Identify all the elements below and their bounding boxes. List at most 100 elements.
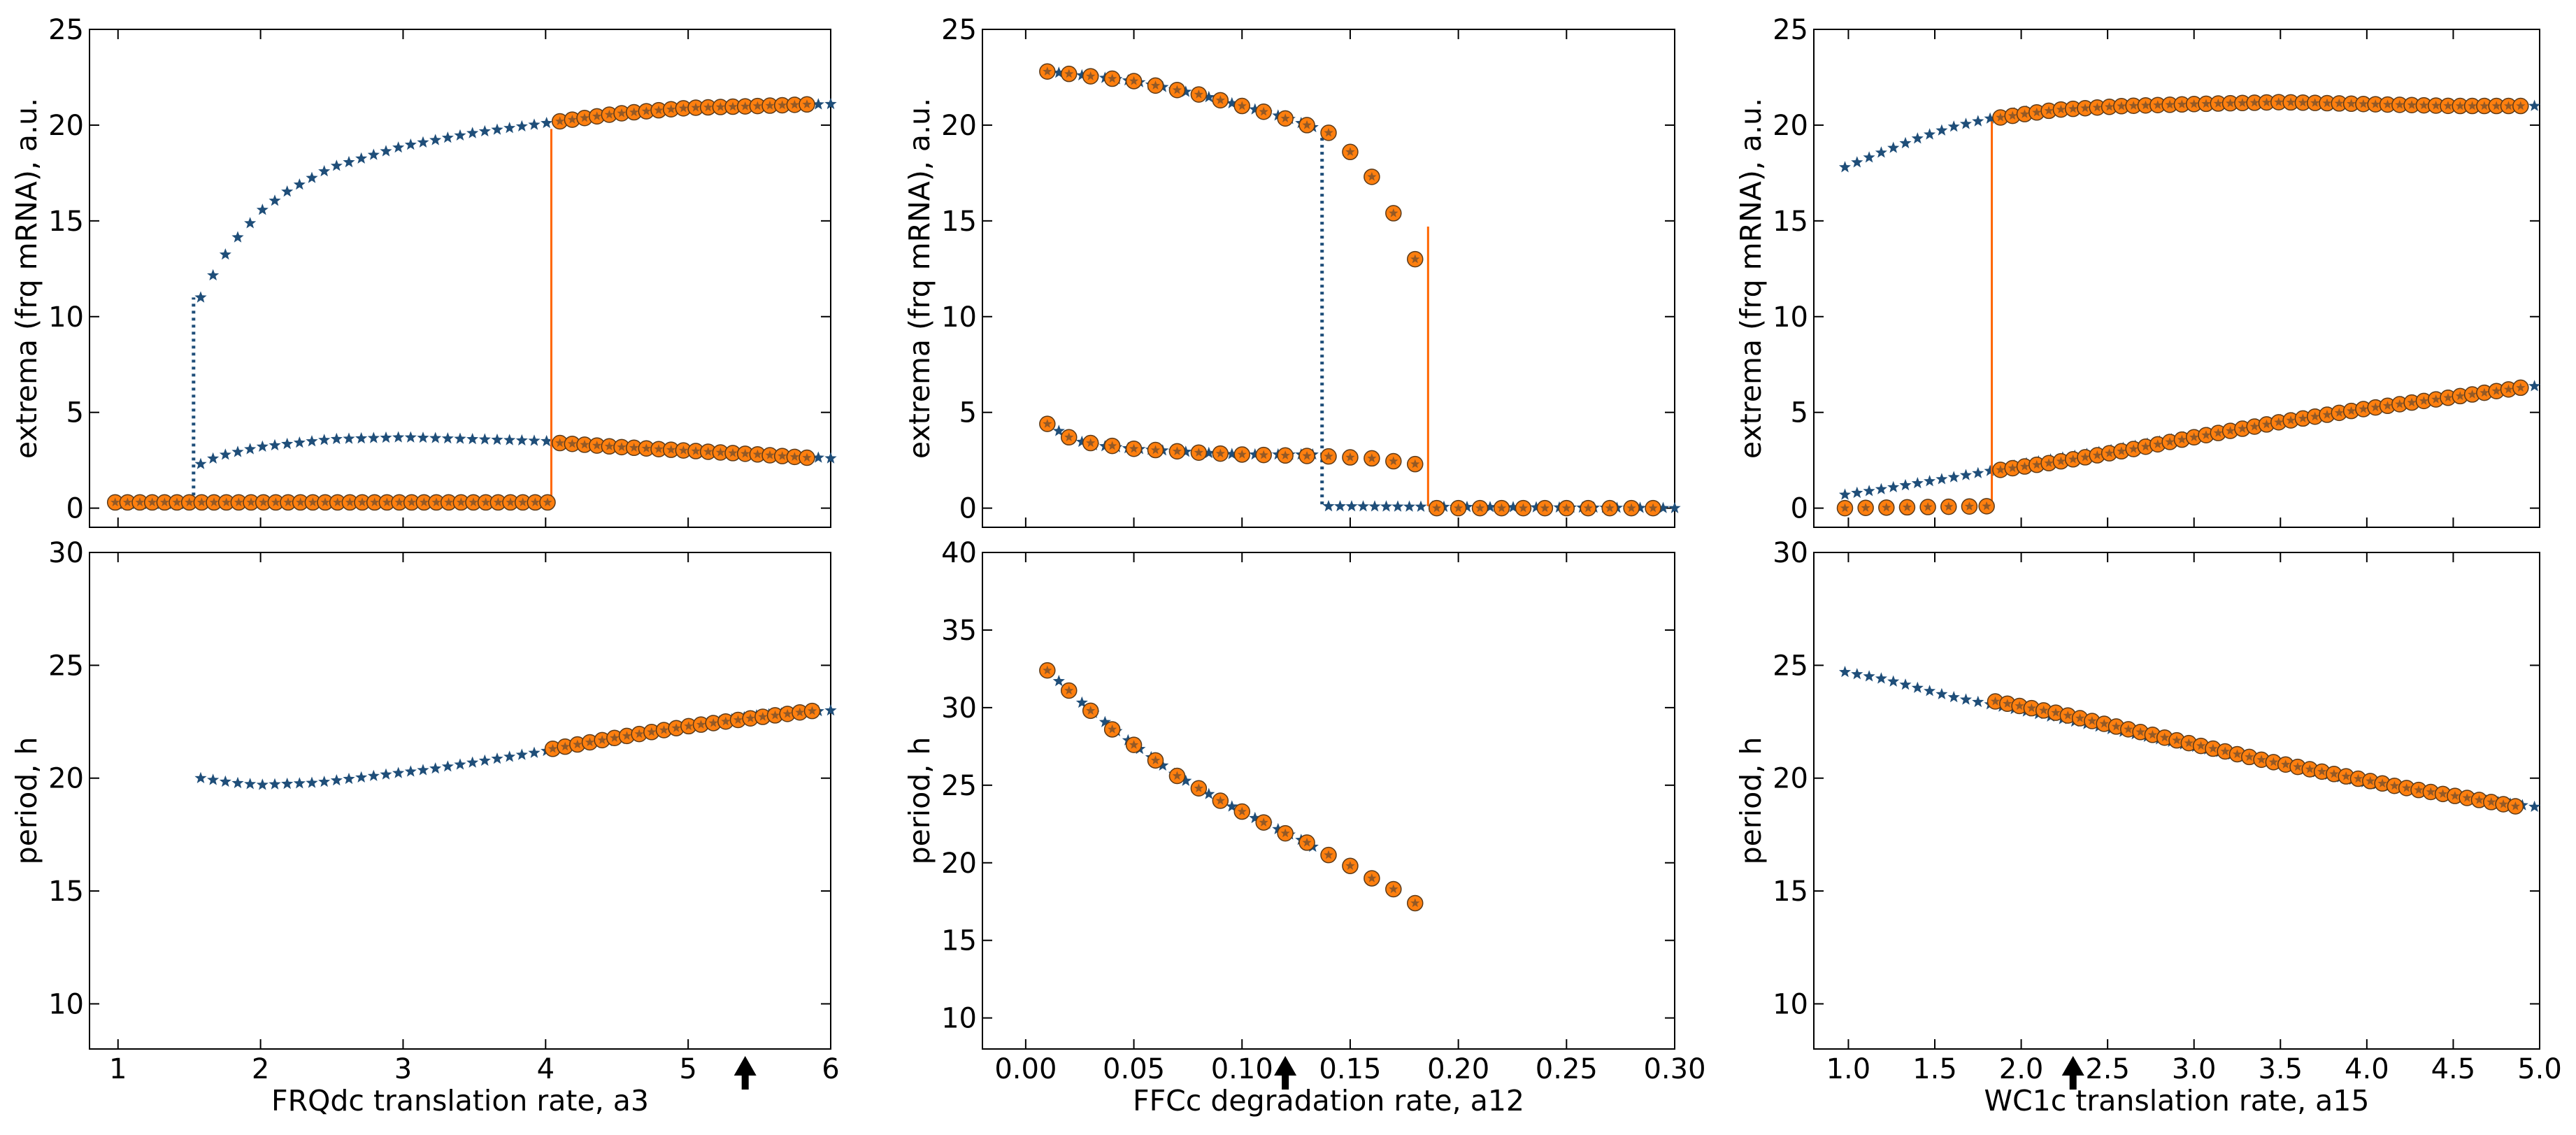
star-point xyxy=(824,704,837,716)
star-point xyxy=(1389,456,1398,466)
star-point xyxy=(1357,500,1370,512)
star-point xyxy=(148,497,157,507)
star-point xyxy=(555,438,565,448)
star-point xyxy=(1496,503,1507,513)
default-value-arrow-icon xyxy=(2061,1056,2084,1090)
x-tick-label: 4.5 xyxy=(2431,1053,2476,1085)
star-point xyxy=(2068,454,2078,464)
subplot-bottom: 10 15 20 25 30 1 2 3 4 5 6 period, h xyxy=(10,537,840,1085)
star-point xyxy=(1605,503,1615,513)
star-point xyxy=(2128,444,2138,453)
star-point xyxy=(1838,161,1851,173)
star-point xyxy=(2503,101,2514,110)
star-point xyxy=(1075,69,1088,80)
star-point xyxy=(2347,99,2356,108)
star-point xyxy=(1172,446,1182,455)
star-point xyxy=(2201,99,2211,108)
star-point xyxy=(1924,685,1936,697)
star-point xyxy=(1249,103,1261,115)
star-point xyxy=(503,122,516,134)
star-point xyxy=(515,748,528,760)
star-point xyxy=(1215,95,1225,104)
star-point xyxy=(293,436,306,448)
star-point xyxy=(2111,721,2121,731)
star-point xyxy=(1324,127,1333,137)
star-point xyxy=(703,102,713,112)
star-point xyxy=(1203,446,1215,459)
star-point xyxy=(407,497,417,507)
star-point xyxy=(2196,741,2206,750)
star-point xyxy=(2117,101,2126,110)
star-point xyxy=(429,134,442,145)
star-point xyxy=(740,101,750,110)
star-point xyxy=(802,99,812,108)
x-tick-label: 4.0 xyxy=(2345,1053,2389,1085)
star-point xyxy=(1086,71,1096,80)
star-point xyxy=(1367,171,1377,181)
star-point xyxy=(1959,117,1972,129)
star-point xyxy=(1367,453,1377,463)
star-point xyxy=(708,718,718,727)
x-tick-label: 0.30 xyxy=(1643,1053,1705,1085)
star-point xyxy=(1982,501,1991,511)
subplot-bottom: 10 15 20 25 30 35 40 0.00 0.05 0.10 0.15 0.20 0.25 0.… xyxy=(903,537,1706,1085)
star-point xyxy=(394,497,404,507)
star-point xyxy=(2051,708,2061,717)
star-point xyxy=(1215,448,1225,458)
star-point xyxy=(1249,448,1261,460)
star-point xyxy=(1237,806,1247,816)
star-point xyxy=(110,497,120,507)
star-point xyxy=(1863,485,1875,497)
star-point xyxy=(404,765,417,777)
star-point xyxy=(1302,837,1312,847)
star-point xyxy=(2032,459,2042,469)
star-point xyxy=(318,776,331,787)
star-point xyxy=(1454,503,1464,513)
x-tick-label: 5.0 xyxy=(2517,1053,2562,1085)
star-point xyxy=(135,497,145,507)
star-point xyxy=(666,104,676,113)
star-point xyxy=(1984,112,1996,124)
star-point xyxy=(2172,735,2182,745)
star-point xyxy=(1984,464,1996,476)
star-point xyxy=(1180,85,1192,97)
x-tick-label: 2.5 xyxy=(2085,1053,2130,1085)
star-point xyxy=(2039,705,2049,715)
star-point xyxy=(2160,732,2170,742)
star-point xyxy=(1052,66,1065,78)
star-point xyxy=(392,141,405,153)
x-tick-label: 0.00 xyxy=(994,1053,1057,1085)
star-point xyxy=(812,98,824,110)
star-point xyxy=(1648,503,1658,513)
star-point xyxy=(318,434,331,445)
star-point xyxy=(2468,390,2477,399)
star-point xyxy=(1944,501,1954,511)
star-point xyxy=(2008,110,2017,120)
star-point xyxy=(2359,404,2368,413)
star-point xyxy=(789,99,799,109)
default-value-arrow-icon xyxy=(734,1056,757,1090)
star-point xyxy=(466,433,479,445)
default-value-arrow-icon xyxy=(1274,1056,1297,1090)
star-point xyxy=(1064,432,1074,441)
star-point xyxy=(194,457,207,469)
star-point xyxy=(641,106,651,115)
star-point xyxy=(629,443,639,452)
star-point xyxy=(2140,100,2151,110)
star-point xyxy=(506,497,515,507)
y-axis-label: period, h xyxy=(903,737,936,865)
star-point xyxy=(1108,724,1117,734)
star-point xyxy=(1150,80,1161,90)
star-point xyxy=(2080,452,2090,462)
star-point xyxy=(454,432,466,444)
star-point xyxy=(1108,441,1117,450)
star-point xyxy=(2044,106,2054,115)
star-point xyxy=(2286,415,2296,424)
star-point xyxy=(269,438,281,451)
star-point xyxy=(1129,76,1139,85)
star-point xyxy=(380,431,392,443)
star-point xyxy=(345,497,355,507)
star-point xyxy=(1272,822,1285,834)
star-point xyxy=(2092,102,2102,112)
star-point xyxy=(592,111,602,120)
